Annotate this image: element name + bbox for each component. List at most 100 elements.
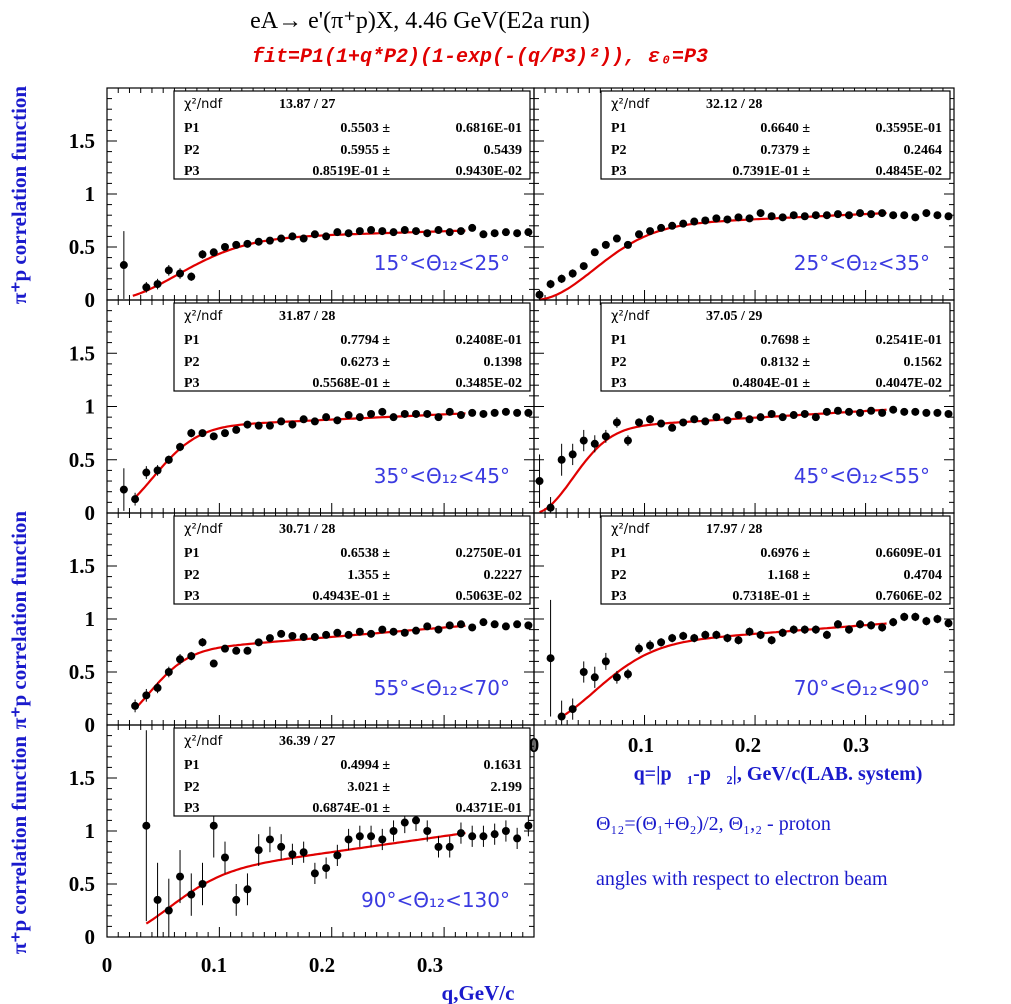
panel-7: 0 0.5 1 1.5 χ²/ndf 36.39 / 27 P1 P2 P3 0.4994 ± 0.… [69,724,535,949]
data-point [867,210,876,219]
data-point [389,827,398,835]
data-point [288,850,297,859]
data-point [232,240,241,249]
data-point [723,634,732,643]
data-point [690,415,699,424]
data-point [734,411,743,420]
data-point [501,228,510,237]
y-tick-label: 0.5 [69,448,95,472]
stats-error: 0.2464 [904,143,943,158]
data-point [400,226,409,235]
data-point [657,419,666,428]
data-point [490,620,499,629]
stats-p3-label: P3 [184,376,200,391]
theta-range-label: 15°<Θ₁₂<25° [374,251,510,275]
figure-title: eA→ e'(π⁺p)X, 4.46 GeV(E2a run) [250,8,590,34]
data-point [209,248,218,257]
data-point [690,217,699,226]
data-point [333,228,342,237]
data-point [187,652,196,661]
data-point [153,683,162,692]
data-point [479,832,488,841]
stats-chi2-value: 36.39 / 27 [279,734,335,749]
stats-error: 0.4845E-02 [876,164,943,179]
data-point [933,211,942,220]
stats-value: 0.6273 ± [340,355,390,370]
stats-p3-label: P3 [611,164,627,179]
data-point [333,416,342,425]
stats-chi2-value: 30.71 / 28 [279,522,335,537]
data-point [176,442,185,451]
stats-box [600,302,951,392]
data-point [322,630,331,639]
stats-chi2-label: χ²/ndf [611,309,650,324]
data-point [646,415,655,424]
x-tick-label: 0 [529,733,540,757]
data-point [933,615,942,623]
stats-chi2-label: χ²/ndf [611,97,650,112]
data-point [833,210,842,219]
y-tick-label: 1.5 [69,129,95,153]
data-point [701,630,710,639]
data-point [367,629,376,638]
data-point [412,816,421,825]
data-point [845,625,853,634]
data-point [333,851,342,860]
stats-value: 0.4804E-01 ± [732,376,810,391]
stats-chi2-value: 17.97 / 28 [706,522,762,537]
stats-error: 0.2541E-01 [876,333,943,348]
panels: 0 0.5 1 1.5 χ²/ndf 13.87 / 27 P1 P2 P3 0.5503 ± 0.… [69,87,955,949]
data-point [811,625,820,634]
data-point [878,209,887,218]
stats-value: 0.8132 ± [760,355,810,370]
data-point [944,409,953,418]
data-point [944,212,953,221]
stats-error: 0.1398 [484,355,523,370]
data-point [734,213,743,222]
stats-p1-label: P1 [184,121,200,136]
data-point [288,232,297,241]
data-point [131,495,140,504]
data-point [310,869,319,878]
data-point [635,230,643,239]
stats-value: 3.021 ± [347,780,390,795]
stats-chi2-value: 13.87 / 27 [279,97,335,112]
data-point [668,634,677,643]
data-point [811,413,820,422]
data-point [889,211,898,220]
data-point [344,411,353,420]
data-point [367,226,376,235]
data-point [568,269,577,278]
data-point [833,406,842,415]
data-point [254,237,263,246]
data-point [789,211,798,220]
data-point [131,701,140,710]
data-point [220,429,229,438]
data-point [701,417,710,426]
data-point [389,413,398,422]
stats-p2-label: P2 [611,355,627,370]
stats-error: 0.9430E-02 [456,164,523,179]
y-tick-label: 0 [85,925,96,949]
stats-value: 0.6874E-01 ± [312,801,390,816]
data-point [679,631,688,640]
data-point [164,668,173,676]
y-tick-label: 0 [85,501,96,525]
data-point [501,407,510,416]
data-point [789,411,798,420]
data-point [723,215,732,224]
stats-error: 0.2408E-01 [456,333,523,348]
data-point [265,835,274,844]
data-point [265,634,274,643]
data-point [232,425,241,434]
data-point [479,618,488,627]
data-point [635,418,643,427]
stats-value: 1.168 ± [767,568,810,583]
data-point [579,436,588,445]
data-point [277,842,286,851]
data-point [423,409,432,418]
data-point [833,620,842,629]
data-point [355,832,364,841]
stats-error: 0.6816E-01 [456,121,523,136]
